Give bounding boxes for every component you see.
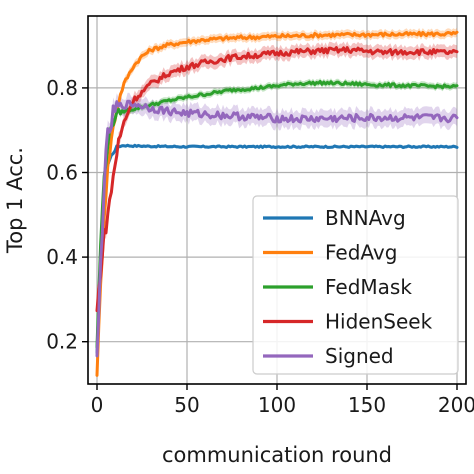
legend-label-fedavg: FedAvg	[325, 241, 397, 265]
band-signed	[97, 92, 457, 365]
x-tick-label: 200	[438, 393, 474, 417]
legend-box	[252, 195, 459, 375]
line-bnnavg	[95, 143, 459, 355]
legend-label-signed: Signed	[325, 344, 394, 368]
line-fedavg	[95, 30, 459, 377]
x-axis-label: communication round	[162, 443, 392, 467]
y-tick-label: 0.2	[46, 330, 78, 354]
x-tick-label: 50	[174, 393, 199, 417]
confidence-bands	[97, 27, 457, 380]
ticks: 0 50 100 150 200 0.2 0.4 0.6 0.8	[46, 76, 474, 417]
x-tick-label: 0	[91, 393, 104, 417]
x-tick-label: 100	[258, 393, 296, 417]
line-signed	[95, 99, 459, 358]
y-tick-label: 0.8	[46, 76, 78, 100]
y-tick-label: 0.6	[46, 161, 78, 185]
line-hidenseek	[95, 46, 459, 313]
x-tick-label: 150	[348, 393, 386, 417]
legend-label-bnnavg: BNNAvg	[325, 206, 406, 230]
line-fedmask	[95, 80, 459, 349]
series-lines	[95, 30, 459, 377]
legend-label-hidenseek: HidenSeek	[325, 310, 433, 334]
y-tick-label: 0.4	[46, 245, 78, 269]
legend: BNNAvg FedAvg FedMask HidenSeek Signed	[252, 195, 459, 375]
legend-label-fedmask: FedMask	[325, 275, 412, 299]
y-axis-label: Top 1 Acc.	[3, 147, 27, 254]
